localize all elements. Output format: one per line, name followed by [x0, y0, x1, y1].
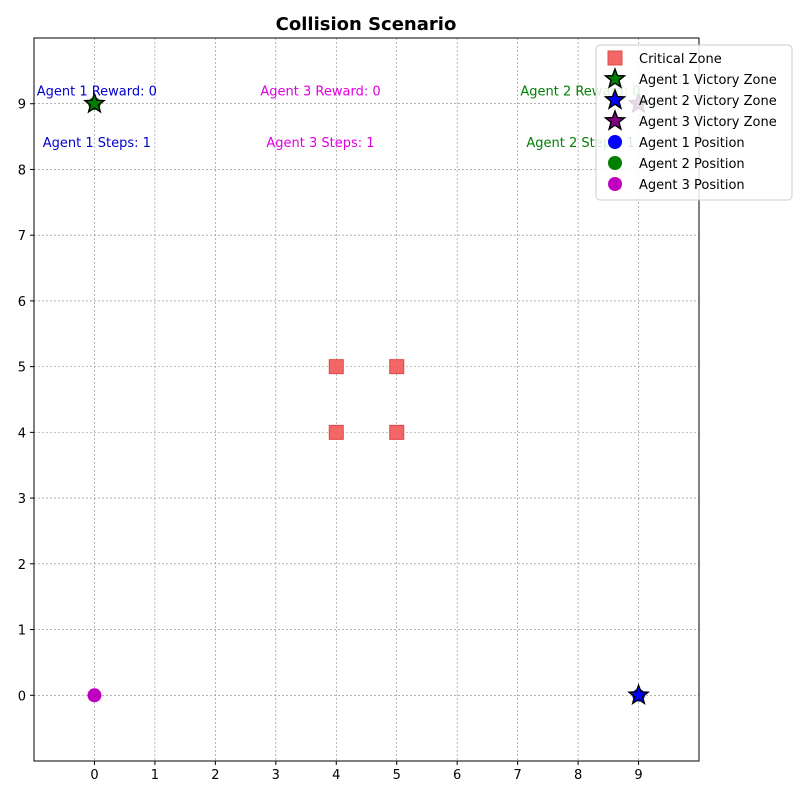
legend-label: Agent 3 Position [639, 178, 745, 193]
legend-marker [603, 67, 627, 89]
annotations: Agent 1 Reward: 0 Agent 1 Steps: 1 Agent 3… [37, 85, 641, 151]
legend-box [595, 44, 793, 201]
legend-marker [607, 50, 623, 66]
legend-label: Agent 1 Position [639, 136, 745, 151]
y-tick-label: 3 [18, 492, 26, 507]
axis-ticks: 0 1 2 3 4 5 6 7 8 9 0 1 2 3 4 5 6 7 8 9 [18, 98, 643, 783]
x-tick-label: 4 [332, 768, 340, 783]
x-tick-label: 3 [272, 768, 280, 783]
x-tick-label: 5 [393, 768, 401, 783]
annotation-text: Agent 1 Steps: 1 [43, 136, 151, 151]
y-tick-label: 5 [18, 361, 26, 376]
critical-zone-point [389, 359, 405, 375]
agent-3-position-point [87, 688, 102, 703]
critical-zone-point [328, 424, 344, 440]
y-tick-label: 1 [18, 624, 26, 639]
y-tick-label: 4 [18, 426, 26, 441]
axes-frame [33, 37, 700, 762]
agent-1-victory-zone-point [83, 91, 106, 114]
legend-marker [603, 88, 627, 110]
legend-marker [608, 135, 622, 149]
legend-label: Agent 3 Victory Zone [639, 115, 777, 130]
y-tick-label: 8 [18, 163, 26, 178]
chart-title: Collision Scenario [276, 14, 457, 35]
y-tick-label: 6 [18, 295, 26, 310]
annotation-text: Agent 3 Steps: 1 [266, 136, 374, 151]
annotation-text: Agent 3 Reward: 0 [260, 85, 380, 100]
legend-label: Agent 2 Position [639, 157, 745, 172]
y-tick-label: 0 [18, 689, 26, 704]
legend-label: Agent 1 Victory Zone [639, 73, 777, 88]
legend-label: Agent 2 Victory Zone [639, 94, 777, 109]
x-tick-label: 1 [151, 768, 159, 783]
critical-zone-point [328, 359, 344, 375]
legend-marker [608, 177, 622, 191]
agent-2-victory-zone-point [627, 683, 650, 705]
x-tick-label: 9 [634, 768, 642, 783]
annotation-text: Agent 1 Reward: 0 [37, 85, 157, 100]
y-tick-label: 9 [18, 98, 26, 113]
y-tick-label: 7 [18, 229, 26, 244]
x-tick-label: 7 [513, 768, 521, 783]
plot-marks [83, 91, 650, 705]
critical-zone-point [389, 424, 405, 440]
y-tick-label: 2 [18, 558, 26, 573]
x-tick-label: 8 [574, 768, 582, 783]
legend-marker [603, 109, 627, 131]
legend-label: Critical Zone [639, 52, 722, 67]
x-tick-label: 2 [211, 768, 219, 783]
legend-marker [608, 156, 622, 170]
legend: Critical Zone Agent 1 Victory Zone Agent 2… [595, 44, 793, 201]
x-tick-label: 6 [453, 768, 461, 783]
x-tick-label: 0 [90, 768, 98, 783]
